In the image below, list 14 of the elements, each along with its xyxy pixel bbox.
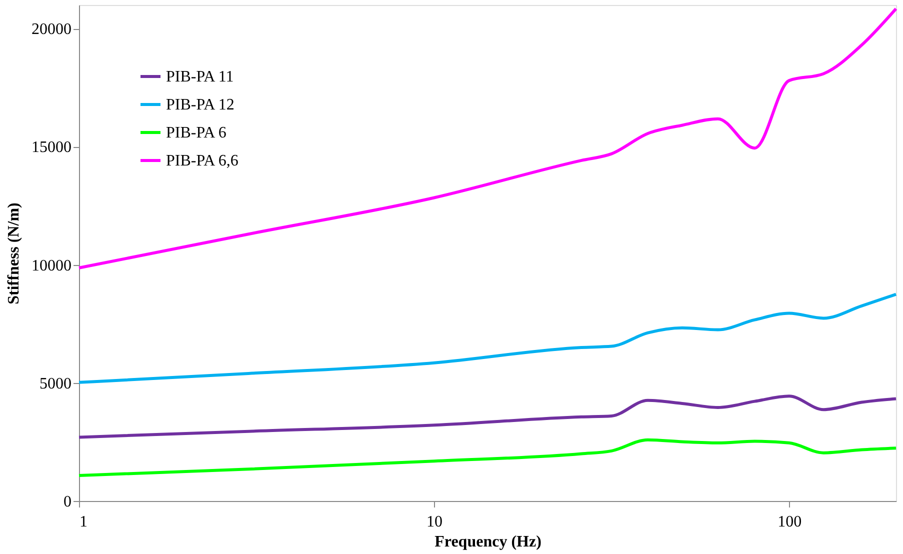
y-tick-label: 15000 [32, 139, 72, 156]
x-axis-title: Frequency (Hz) [434, 534, 542, 550]
x-tick-label: 10 [426, 514, 443, 530]
y-axis-title: Stiffness (N/m) [6, 202, 22, 304]
x-tick-label: 1 [80, 514, 88, 530]
y-tick-label: 10000 [32, 257, 72, 274]
y-tick-label: 0 [64, 494, 72, 510]
legend-label: PIB-PA 6,6 [166, 152, 238, 170]
y-tick-label: 5000 [40, 375, 72, 392]
x-tick-label: 100 [778, 514, 802, 530]
legend-label: PIB-PA 11 [166, 68, 234, 86]
legend-label: PIB-PA 6 [166, 124, 226, 142]
legend-label: PIB-PA 12 [166, 96, 234, 114]
y-tick-label: 20000 [32, 21, 72, 38]
